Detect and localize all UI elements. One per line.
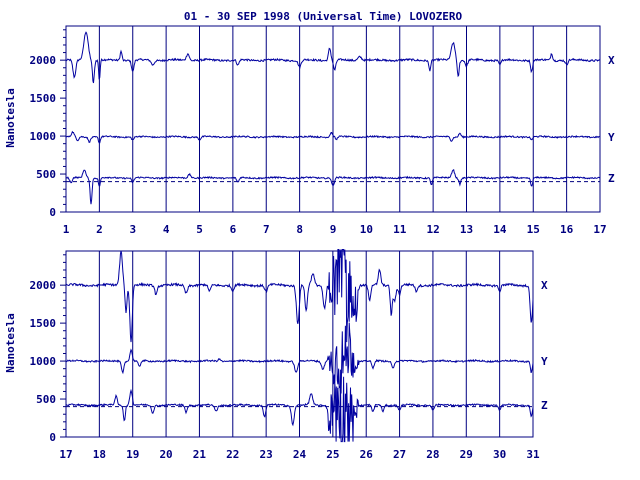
component-labels-top: X Y Z — [608, 54, 615, 185]
y-tick-label: 2000 — [30, 279, 57, 292]
traces-top — [65, 31, 601, 205]
x-tick-label: 24 — [293, 448, 307, 461]
component-label-y: Y — [541, 355, 548, 368]
x-tick-label: 17 — [593, 223, 606, 236]
x-tick-label: 29 — [460, 448, 473, 461]
y-tick-label: 0 — [49, 431, 56, 444]
y-axis-label-top: Nanotesla — [4, 88, 17, 148]
x-tick-label: 23 — [260, 448, 273, 461]
x-tick-label: 9 — [330, 223, 337, 236]
component-label-x: X — [541, 279, 548, 292]
x-tick-label: 27 — [393, 448, 406, 461]
y-tick-label: 500 — [36, 393, 56, 406]
x-tick-label: 19 — [126, 448, 139, 461]
component-label-z: Z — [541, 399, 548, 412]
x-tick-label: 18 — [93, 448, 106, 461]
x-tick-label: 1 — [63, 223, 70, 236]
traces-bottom — [65, 249, 534, 443]
x-tick-label: 11 — [393, 223, 407, 236]
y-axis-label-bottom: Nanotesla — [4, 313, 17, 373]
y-tick-label: 1000 — [30, 355, 57, 368]
component-label-x: X — [608, 54, 615, 67]
x-tick-label: 10 — [360, 223, 373, 236]
trace-z — [65, 169, 601, 205]
component-labels-bottom: X Y Z — [541, 279, 548, 412]
x-axis-bottom: 17 18 19 20 21 22 23 24 25 26 27 28 29 30 31 — [59, 448, 540, 461]
y-tick-label: 1500 — [30, 317, 57, 330]
component-label-y: Y — [608, 131, 615, 144]
x-tick-label: 26 — [360, 448, 374, 461]
day-grid-bottom — [98, 251, 501, 437]
x-axis-top: 1 2 3 4 5 6 7 8 9 10 11 12 13 14 15 16 17 — [63, 223, 607, 236]
x-tick-label: 16 — [560, 223, 574, 236]
bottom-panel: Nanotesla 0 500 1000 1500 2000 17 18 19 20 21 22 2… — [4, 249, 548, 461]
x-tick-label: 13 — [460, 223, 473, 236]
x-tick-label: 6 — [230, 223, 237, 236]
trace-y — [65, 130, 601, 144]
trace-x — [65, 249, 534, 343]
component-label-z: Z — [608, 172, 615, 185]
x-tick-label: 28 — [426, 448, 439, 461]
day-grid-top — [98, 26, 568, 212]
y-tick-label: 500 — [36, 168, 56, 181]
x-tick-label: 25 — [326, 448, 339, 461]
trace-y — [66, 322, 534, 394]
y-axis-top: 0 500 1000 1500 2000 — [30, 29, 66, 219]
x-tick-label: 20 — [159, 448, 172, 461]
x-tick-label: 30 — [493, 448, 506, 461]
x-tick-label: 4 — [163, 223, 170, 236]
x-tick-label: 8 — [296, 223, 303, 236]
y-tick-label: 1000 — [30, 130, 57, 143]
x-tick-label: 15 — [527, 223, 540, 236]
x-tick-label: 5 — [196, 223, 203, 236]
x-tick-label: 22 — [226, 448, 239, 461]
y-tick-label: 1500 — [30, 92, 57, 105]
x-tick-label: 12 — [427, 223, 440, 236]
x-tick-label: 31 — [526, 448, 540, 461]
chart-title: 01 - 30 SEP 1998 (Universal Time) LOVOZE… — [184, 10, 463, 23]
x-tick-label: 2 — [96, 223, 103, 236]
x-tick-label: 21 — [193, 448, 207, 461]
y-tick-label: 0 — [49, 206, 56, 219]
trace-z — [65, 369, 534, 443]
trace-x — [65, 31, 600, 84]
x-tick-label: 17 — [59, 448, 72, 461]
x-tick-label: 3 — [129, 223, 136, 236]
y-tick-label: 2000 — [30, 54, 57, 67]
x-tick-label: 14 — [493, 223, 507, 236]
x-tick-label: 7 — [263, 223, 270, 236]
y-axis-bottom: 0 500 1000 1500 2000 — [30, 254, 66, 444]
